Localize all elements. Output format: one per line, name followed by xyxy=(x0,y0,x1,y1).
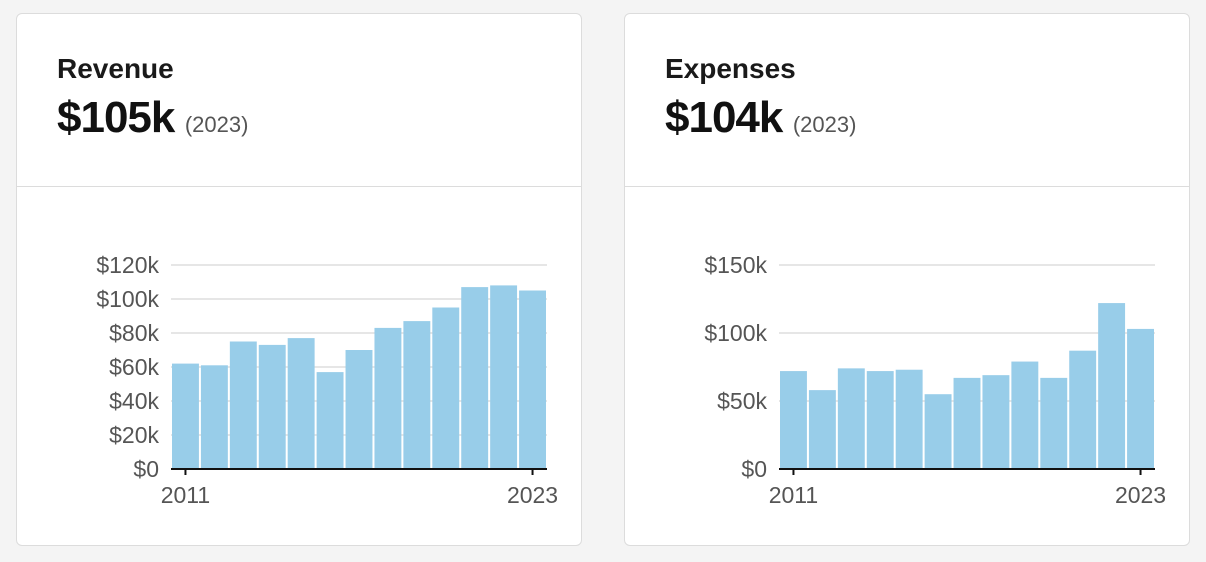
revenue-x-tick-label: 2011 xyxy=(161,482,210,508)
expenses-bar-2016 xyxy=(924,394,952,469)
revenue-title: Revenue xyxy=(57,53,174,84)
revenue-bar-2022 xyxy=(490,285,518,469)
revenue-bar-2016 xyxy=(316,372,344,469)
revenue-bar-2013 xyxy=(229,341,257,469)
revenue-y-tick-label: $20k xyxy=(109,422,159,448)
revenue-value-row: $105k (2023) xyxy=(57,94,581,152)
revenue-bar-2011 xyxy=(172,363,199,469)
revenue-year-note: (2023) xyxy=(184,112,249,137)
revenue-y-tick-label: $40k xyxy=(109,388,159,414)
expenses-card-header: Expenses $104k (2023) xyxy=(625,14,1189,187)
expenses-title: Expenses xyxy=(665,53,796,84)
revenue-x-tick-label: 2023 xyxy=(507,482,558,508)
revenue-card-header: Revenue $105k (2023) xyxy=(17,14,581,187)
expenses-bar-2018 xyxy=(982,375,1010,469)
expenses-bar-2020 xyxy=(1040,377,1068,469)
revenue-value: $105k xyxy=(57,93,175,142)
expenses-bar-2017 xyxy=(953,377,981,469)
expenses-chart: $0 $50k $100k $150k 2011 2023 xyxy=(625,187,1189,545)
revenue-y-tick-label: $120k xyxy=(96,252,159,278)
revenue-bar-2019 xyxy=(403,321,431,469)
expenses-bar-2023 xyxy=(1127,328,1154,469)
revenue-y-tick-label: $80k xyxy=(109,320,159,346)
revenue-bar-2012 xyxy=(200,365,228,469)
expenses-y-tick-label: $150k xyxy=(704,252,767,278)
expenses-bar-2012 xyxy=(808,390,836,469)
revenue-card: Revenue $105k (2023) $0 $20k $40k $60k $80k $… xyxy=(16,13,582,546)
expenses-bar-2014 xyxy=(866,371,894,469)
expenses-card: Expenses $104k (2023) $0 $50k $100k $150k 20… xyxy=(624,13,1190,546)
revenue-y-tick-label: $60k xyxy=(109,354,159,380)
expenses-year-note: (2023) xyxy=(792,112,857,137)
expenses-bar-2019 xyxy=(1011,361,1039,469)
revenue-bar-chart: $0 $20k $40k $60k $80k $100k $120k 2011 2023 xyxy=(96,252,558,508)
expenses-y-tick-label: $100k xyxy=(704,320,767,346)
revenue-chart: $0 $20k $40k $60k $80k $100k $120k 2011 2023 xyxy=(17,187,581,545)
revenue-bar-2023 xyxy=(519,290,546,469)
expenses-bar-2013 xyxy=(837,368,865,469)
revenue-bar-2020 xyxy=(432,307,460,469)
expenses-bar-2015 xyxy=(895,369,923,469)
expenses-x-tick-label: 2023 xyxy=(1115,482,1166,508)
revenue-bar-2018 xyxy=(374,327,402,469)
expenses-y-tick-label: $0 xyxy=(741,456,767,482)
expenses-value-row: $104k (2023) xyxy=(665,94,1189,152)
expenses-x-tick-label: 2011 xyxy=(769,482,818,508)
expenses-bar-chart: $0 $50k $100k $150k 2011 2023 xyxy=(704,252,1166,508)
revenue-bar-2014 xyxy=(258,344,286,469)
revenue-bar-2017 xyxy=(345,350,373,469)
revenue-bar-2015 xyxy=(287,338,315,469)
expenses-bar-2011 xyxy=(780,371,807,469)
revenue-bar-2021 xyxy=(461,287,489,469)
expenses-bar-2021 xyxy=(1069,350,1097,469)
revenue-y-tick-label: $100k xyxy=(96,286,159,312)
revenue-y-tick-label: $0 xyxy=(133,456,159,482)
expenses-y-tick-label: $50k xyxy=(717,388,767,414)
expenses-bar-2022 xyxy=(1098,303,1126,469)
expenses-value: $104k xyxy=(665,93,783,142)
